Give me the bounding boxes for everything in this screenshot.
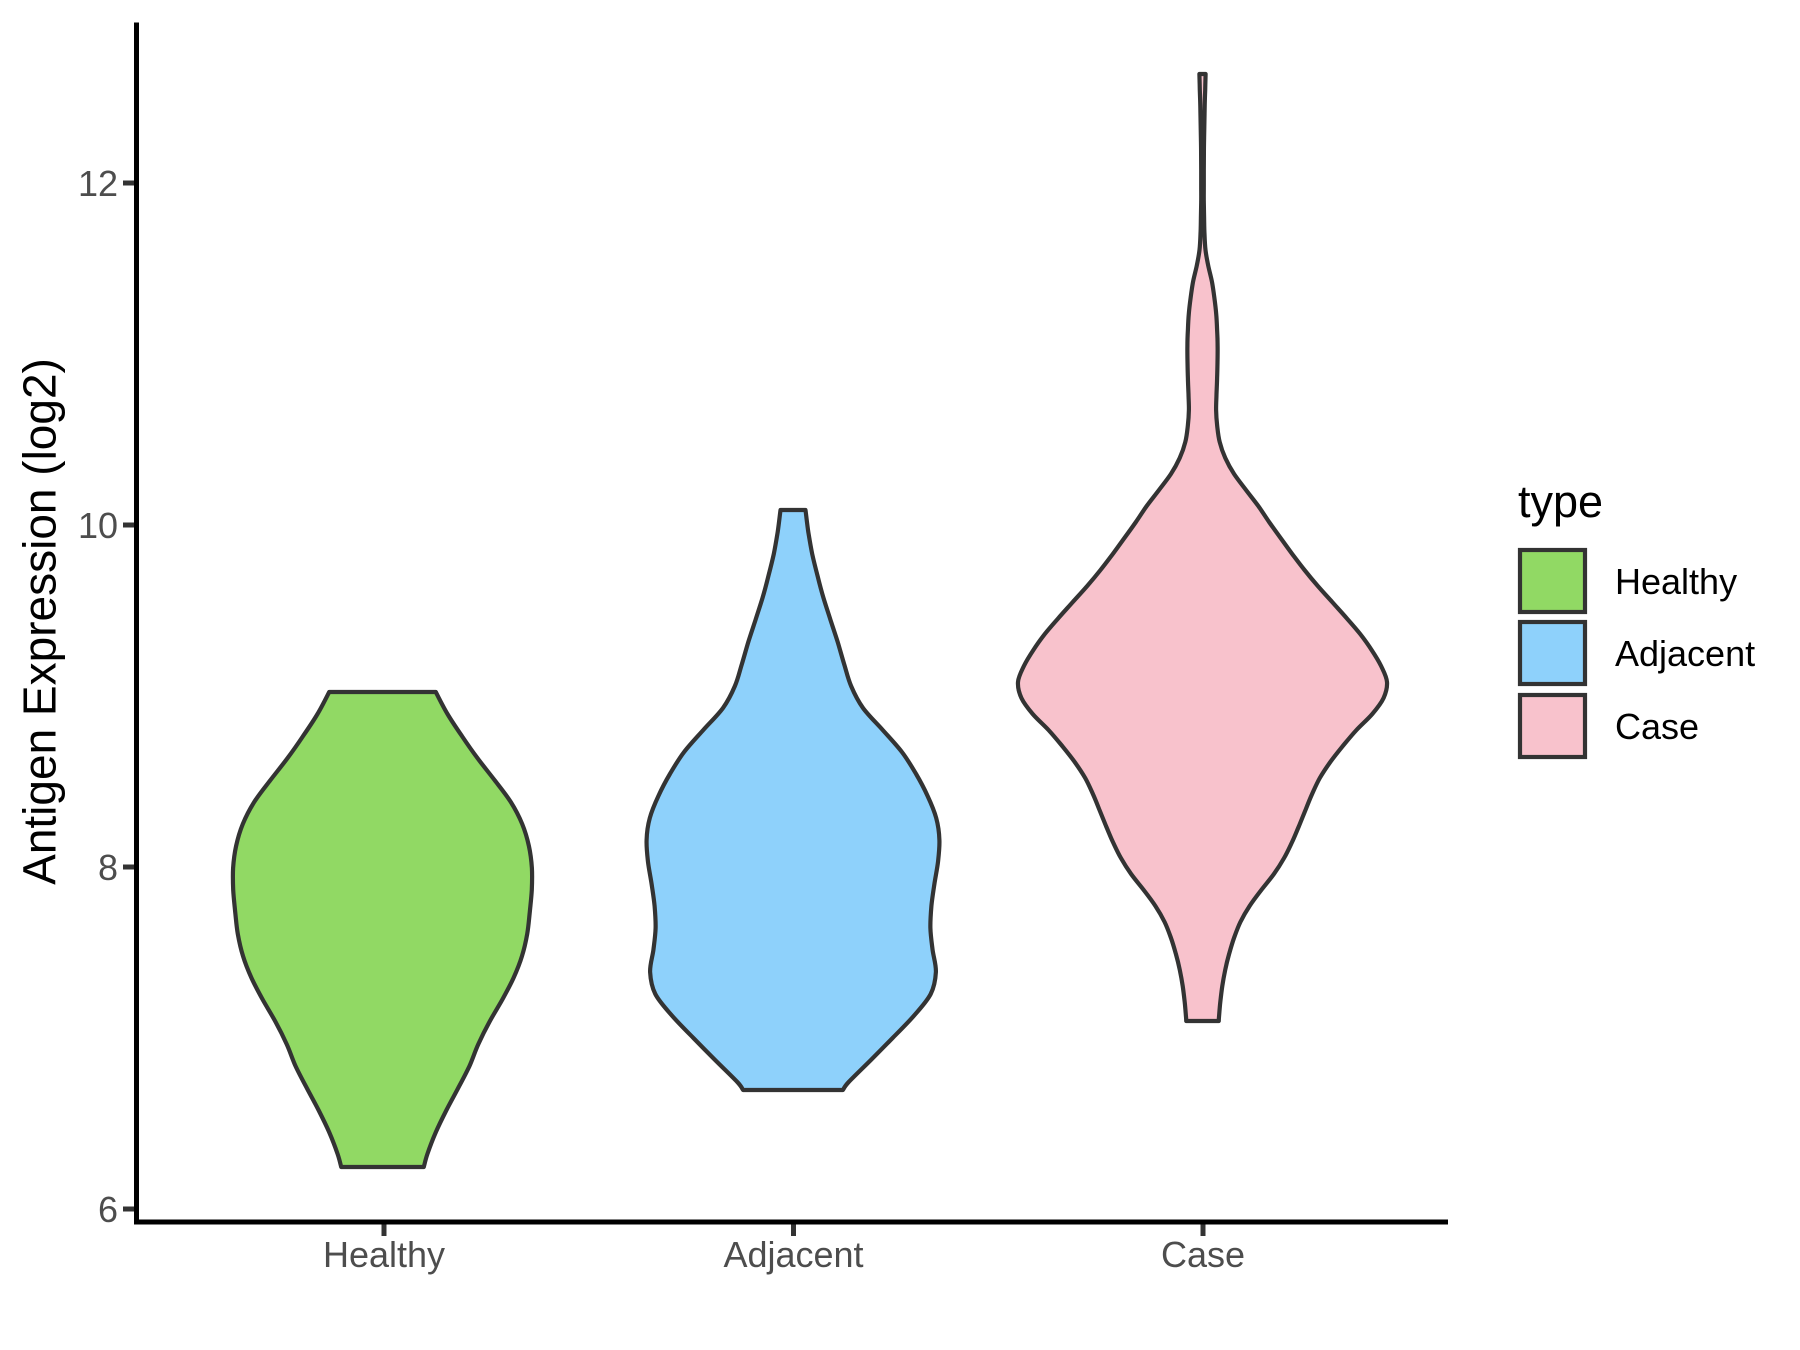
svg-text:Case: Case: [1161, 1234, 1245, 1275]
svg-text:8: 8: [98, 847, 118, 888]
svg-text:12: 12: [78, 163, 118, 204]
svg-text:Adjacent: Adjacent: [1615, 633, 1755, 674]
svg-text:Healthy: Healthy: [1615, 561, 1737, 602]
svg-text:6: 6: [98, 1189, 118, 1230]
svg-text:type: type: [1518, 476, 1603, 527]
svg-text:Adjacent: Adjacent: [723, 1234, 863, 1275]
svg-text:Healthy: Healthy: [323, 1234, 445, 1275]
svg-text:Case: Case: [1615, 706, 1699, 747]
svg-text:10: 10: [78, 505, 118, 546]
svg-text:Antigen Expression (log2): Antigen Expression (log2): [14, 358, 66, 885]
